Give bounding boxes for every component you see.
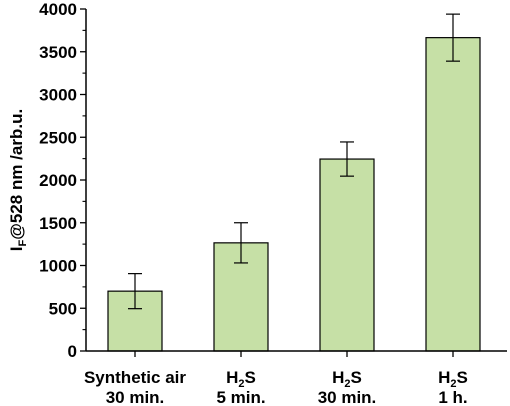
x-tick-label-line2: 5 min. — [216, 388, 265, 406]
x-tick-label: H2S — [226, 368, 256, 390]
y-tick-label: 0 — [68, 342, 77, 361]
y-axis-label: IF@528 nm /arb.u. — [7, 109, 29, 251]
y-tick-label: 500 — [49, 299, 77, 318]
x-tick-label: Synthetic air — [84, 368, 186, 387]
y-tick-label: 1000 — [39, 257, 77, 276]
y-tick-label: 4000 — [39, 0, 77, 19]
y-tick-label: 3500 — [39, 43, 77, 62]
x-tick-label-line2: 30 min. — [318, 388, 377, 406]
y-tick-label: 2500 — [39, 128, 77, 147]
bar — [425, 37, 481, 352]
x-tick-label: H2S — [438, 368, 468, 390]
x-tick-label-line2: 1 h. — [438, 388, 467, 406]
y-tick-label: 3000 — [39, 86, 77, 105]
y-axis-title: IF@528 nm /arb.u. — [7, 109, 29, 251]
x-tick-label-line2: 30 min. — [106, 388, 165, 406]
x-tick-label: H2S — [332, 368, 362, 390]
y-tick-label: 1500 — [39, 214, 77, 233]
y-tick-label: 2000 — [39, 171, 77, 190]
plot-area: 0 500 1000 1500 2000 2500 3000 3500 4000 Syntheti… — [39, 0, 507, 406]
bar — [319, 158, 375, 352]
